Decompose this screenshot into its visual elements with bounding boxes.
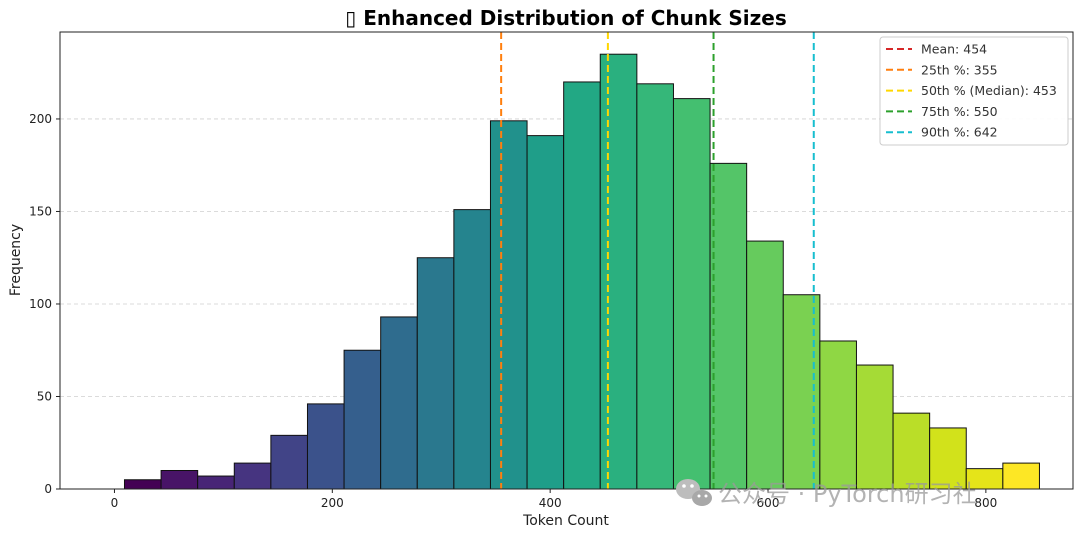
legend-entry: 90th %: 642 [921,125,998,140]
histogram-bar [306,403,345,490]
legend-items: Mean: 454 25th %: 355 50th % (Median): 453… [886,42,1057,140]
histogram-bar [709,162,748,490]
y-tick-label: 200 [29,112,52,126]
legend: Mean: 454 25th %: 355 50th % (Median): 453… [879,36,1069,146]
x-axis-ticks: 0 200 400 600 800 [111,489,997,510]
legend-entry: 25th %: 355 [921,62,998,77]
wechat-icon [676,479,712,506]
histogram-bar [380,316,418,490]
histogram-bar [123,479,162,490]
chart-title: ▯ Enhanced Distribution of Chunk Sizes [345,6,787,30]
watermark-text: 公众号 · PyTorch研习社 [718,480,977,508]
y-axis-label: Frequency [8,224,24,296]
histogram-bar [855,364,894,490]
histogram-bar [453,209,491,490]
histogram-bar [636,83,674,490]
histogram-bar [672,98,711,490]
x-axis-label: Token Count [522,513,609,529]
histogram-bar [563,81,601,490]
reference-lines-group [500,32,815,489]
x-tick-label: 400 [539,496,562,510]
histogram-bar [233,462,272,490]
histogram-bar [526,135,565,490]
x-tick-label: 800 [974,496,997,510]
histogram-bar [197,475,235,490]
histogram-bar [746,240,784,490]
histogram-bar [270,434,308,490]
y-tick-label: 100 [29,297,52,311]
histogram-bar [160,469,199,490]
plot-area-frame [59,31,1074,490]
legend-entry: 75th %: 550 [921,104,998,119]
x-tick-label: 0 [111,496,119,510]
histogram-bar [599,53,638,490]
histogram-bar [1002,462,1040,490]
bars-group [123,53,1040,490]
y-tick-label: 50 [37,389,52,403]
x-tick-label: 600 [757,496,780,510]
x-tick-label: 200 [321,496,344,510]
y-tick-label: 0 [44,482,52,496]
y-axis-ticks: 0 50 100 150 200 [29,112,60,496]
histogram-bar [416,257,455,490]
histogram-bar [929,427,967,490]
y-tick-label: 150 [29,204,52,218]
legend-entry: Mean: 454 [921,42,987,57]
legend-entry: 50th % (Median): 453 [921,83,1057,98]
histogram-bar [489,120,528,490]
histogram-bar [819,340,857,490]
histogram-bar [892,412,931,490]
histogram-bar [343,349,382,490]
legend-box [879,36,1069,146]
